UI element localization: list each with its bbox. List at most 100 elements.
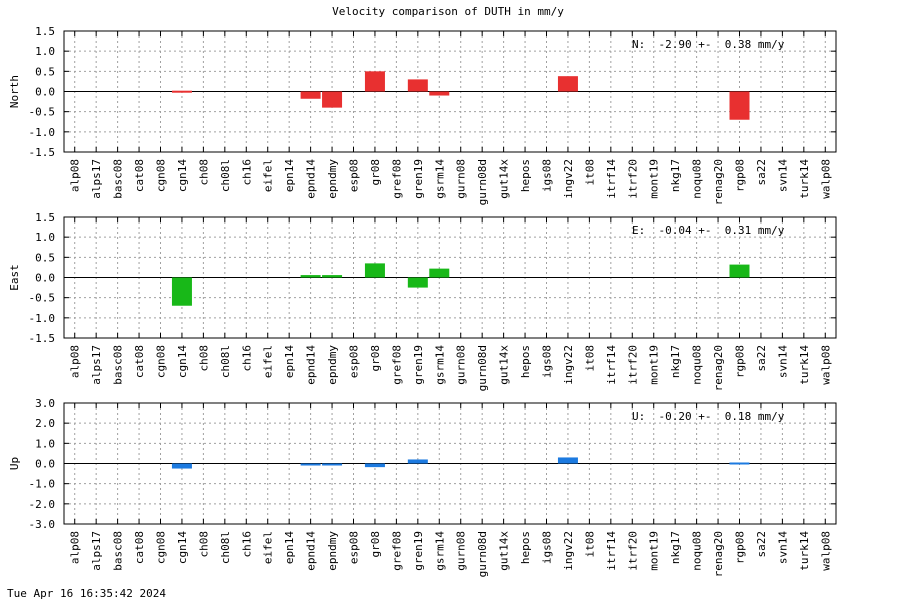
bar-east-gr08 bbox=[364, 263, 385, 278]
stat-annotation: E: -0.04 +- 0.31 mm/y bbox=[632, 224, 785, 237]
x-tick-label: gurn08 bbox=[455, 531, 468, 571]
bar-north-rgp08 bbox=[729, 91, 750, 120]
x-tick-label: nkg17 bbox=[669, 531, 682, 564]
bar-east-epnd14 bbox=[300, 275, 321, 278]
plot-frame bbox=[63, 30, 837, 153]
panel-north: 1.5 1.0 0.5 0.0 -0.5 -1.0 -1.5 alp08 alps17 basc0… bbox=[8, 25, 837, 205]
x-tick-label: renag20 bbox=[712, 345, 725, 391]
x-tick-label: gut14x bbox=[498, 159, 511, 199]
bar-up-epnd14 bbox=[300, 463, 321, 466]
x-tick-label: svn14 bbox=[776, 531, 789, 564]
x-tick-label: gren19 bbox=[412, 159, 425, 199]
y-tick-label: 0.5 bbox=[35, 65, 55, 78]
bar-north-ingv22 bbox=[557, 76, 578, 92]
x-tick-label: itrf20 bbox=[626, 345, 639, 385]
x-tick-label: walp08 bbox=[819, 345, 832, 385]
x-tick-label: hepos bbox=[519, 345, 532, 378]
x-tick-label: esp08 bbox=[348, 159, 361, 192]
x-tick-label: ingv22 bbox=[562, 531, 575, 571]
x-tick-label: noqu08 bbox=[691, 159, 704, 199]
x-tick-label: walp08 bbox=[819, 531, 832, 571]
chart-title: Velocity comparison of DUTH in mm/y bbox=[332, 5, 564, 18]
y-tick-label: -1.0 bbox=[29, 478, 56, 491]
x-tick-label: cgn14 bbox=[176, 345, 189, 378]
y-tick-label: 1.5 bbox=[35, 211, 55, 224]
bar-east-epndmy bbox=[322, 275, 343, 278]
x-tick-label: cgn14 bbox=[176, 159, 189, 192]
x-tick-label: ch08l bbox=[219, 531, 232, 564]
bar-east-rgp08 bbox=[729, 264, 750, 278]
y-tick-label: -1.0 bbox=[29, 126, 56, 139]
x-tick-label: gref08 bbox=[390, 531, 403, 571]
x-tick-label: gr08 bbox=[369, 531, 382, 558]
x-tick-label: itrf20 bbox=[626, 159, 639, 199]
x-tick-label: epnd14 bbox=[305, 345, 318, 385]
x-tick-label: cat08 bbox=[133, 345, 146, 378]
x-tick-label: cgn08 bbox=[155, 159, 168, 192]
x-tick-label: eifel bbox=[262, 345, 275, 378]
x-tick-label: mont19 bbox=[648, 345, 661, 385]
y-tick-label: 3.0 bbox=[35, 397, 55, 410]
timestamp-footer: Tue Apr 16 16:35:42 2024 bbox=[7, 587, 166, 600]
x-tick-label: cgn08 bbox=[155, 531, 168, 564]
x-tick-label: eifel bbox=[262, 159, 275, 192]
bar-north-gsrm14 bbox=[429, 91, 450, 96]
x-tick-label: basc08 bbox=[112, 345, 125, 385]
x-tick-label: noqu08 bbox=[691, 531, 704, 571]
x-tick-label: epn14 bbox=[283, 531, 296, 564]
x-tick-label: epnd14 bbox=[305, 159, 318, 199]
x-tick-label: cgn08 bbox=[155, 345, 168, 378]
y-tick-label: 1.5 bbox=[35, 25, 55, 38]
x-tick-label: alp08 bbox=[69, 159, 82, 192]
x-tick-label: hepos bbox=[519, 531, 532, 564]
x-tick-label: igs08 bbox=[541, 159, 554, 192]
y-axis-label: North bbox=[8, 75, 21, 108]
y-tick-label: -1.0 bbox=[29, 312, 56, 325]
x-tick-label: gurn08d bbox=[476, 159, 489, 205]
x-tick-label: alps17 bbox=[90, 345, 103, 385]
x-tick-label: gurn08 bbox=[455, 159, 468, 199]
bar-up-gren19 bbox=[407, 459, 428, 464]
x-tick-label: gurn08d bbox=[476, 531, 489, 577]
x-tick-label: svn14 bbox=[776, 345, 789, 378]
x-tick-label: epn14 bbox=[283, 159, 296, 192]
x-tick-label: gref08 bbox=[390, 345, 403, 385]
x-tick-label: ch16 bbox=[240, 531, 253, 558]
bar-up-ingv22 bbox=[557, 457, 578, 464]
x-tick-label: itrf14 bbox=[605, 531, 618, 571]
x-tick-label: walp08 bbox=[819, 159, 832, 199]
x-tick-label: basc08 bbox=[112, 531, 125, 571]
y-tick-label: -0.5 bbox=[29, 106, 56, 119]
y-tick-label: 0.0 bbox=[35, 86, 55, 99]
y-tick-label: 1.0 bbox=[35, 437, 55, 450]
panel-up: 3.0 2.0 1.0 0.0 -1.0 -2.0 -3.0 alp08 alps17 basc0… bbox=[8, 397, 837, 577]
x-tick-label: ch08 bbox=[197, 159, 210, 186]
x-tick-label: gurn08d bbox=[476, 345, 489, 391]
x-tick-label: itrf20 bbox=[626, 531, 639, 571]
x-tick-label: ch08 bbox=[197, 531, 210, 558]
stat-annotation: N: -2.90 +- 0.38 mm/y bbox=[632, 38, 785, 51]
y-tick-label: -1.5 bbox=[29, 332, 56, 345]
plot-frame bbox=[63, 216, 837, 339]
y-tick-label: 0.5 bbox=[35, 251, 55, 264]
x-tick-label: ingv22 bbox=[562, 159, 575, 199]
x-tick-label: eifel bbox=[262, 531, 275, 564]
x-tick-label: alp08 bbox=[69, 531, 82, 564]
x-tick-label: sa22 bbox=[755, 159, 768, 186]
bar-north-cgn14 bbox=[171, 90, 192, 93]
x-tick-label: itrf14 bbox=[605, 345, 618, 385]
bar-east-gren19 bbox=[407, 277, 428, 288]
x-tick-label: ch08l bbox=[219, 345, 232, 378]
panel-east: 1.5 1.0 0.5 0.0 -0.5 -1.0 -1.5 alp08 alps17 basc0… bbox=[8, 211, 837, 391]
x-tick-label: itrf14 bbox=[605, 159, 618, 199]
x-tick-label: rgp08 bbox=[734, 531, 747, 564]
x-tick-label: gsrm14 bbox=[433, 531, 446, 571]
x-tick-label: cat08 bbox=[133, 159, 146, 192]
x-tick-label: basc08 bbox=[112, 159, 125, 199]
x-tick-label: nkg17 bbox=[669, 159, 682, 192]
y-tick-label: 1.0 bbox=[35, 231, 55, 244]
x-tick-label: esp08 bbox=[348, 345, 361, 378]
x-tick-label: sa22 bbox=[755, 345, 768, 372]
x-tick-label: gsrm14 bbox=[433, 345, 446, 385]
